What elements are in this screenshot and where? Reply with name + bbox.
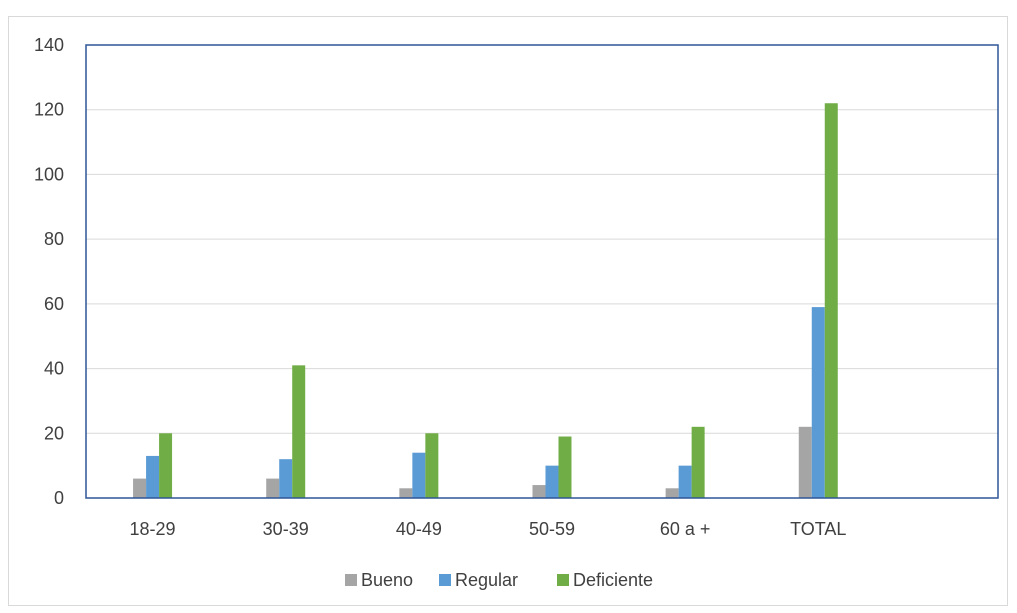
y-tick-label: 80: [44, 229, 64, 249]
bar-deficiente-2: [425, 433, 438, 498]
legend-swatch-regular: [439, 574, 451, 586]
bar-regular-2: [412, 453, 425, 498]
bar-regular-0: [146, 456, 159, 498]
x-tick-label: 40-49: [396, 519, 442, 539]
bar-deficiente-5: [825, 103, 838, 498]
bar-regular-5: [812, 307, 825, 498]
plot-area-border: [86, 45, 998, 498]
y-axis-ticks: 0 20 40 60 80 100 120 140: [34, 35, 64, 508]
x-tick-label: 18-29: [130, 519, 176, 539]
bar-regular-4: [679, 466, 692, 498]
legend-label-deficiente: Deficiente: [573, 570, 653, 590]
bar-deficiente-0: [159, 433, 172, 498]
bar-bueno-4: [666, 488, 679, 498]
legend: Bueno Regular Deficiente: [345, 570, 653, 590]
x-tick-label: TOTAL: [790, 519, 846, 539]
gridlines: [86, 45, 998, 498]
bar-regular-3: [545, 466, 558, 498]
bar-regular-1: [279, 459, 292, 498]
legend-swatch-deficiente: [557, 574, 569, 586]
bar-bueno-0: [133, 479, 146, 498]
x-tick-label: 50-59: [529, 519, 575, 539]
bar-bueno-3: [532, 485, 545, 498]
bar-bueno-5: [799, 427, 812, 498]
bar-bueno-1: [266, 479, 279, 498]
y-tick-label: 140: [34, 35, 64, 55]
x-tick-label: 30-39: [263, 519, 309, 539]
x-tick-label: 60 a +: [660, 519, 711, 539]
legend-swatch-bueno: [345, 574, 357, 586]
bar-deficiente-1: [292, 365, 305, 498]
legend-label-bueno: Bueno: [361, 570, 413, 590]
bar-deficiente-3: [558, 437, 571, 498]
y-tick-label: 20: [44, 423, 64, 443]
bar-bueno-2: [399, 488, 412, 498]
y-tick-label: 60: [44, 294, 64, 314]
bars: [133, 103, 838, 498]
y-tick-label: 40: [44, 359, 64, 379]
x-axis-ticks: 18-29 30-39 40-49 50-59 60 a + TOTAL: [130, 519, 847, 539]
bar-deficiente-4: [692, 427, 705, 498]
y-tick-label: 120: [34, 100, 64, 120]
y-tick-label: 0: [54, 488, 64, 508]
legend-label-regular: Regular: [455, 570, 518, 590]
y-tick-label: 100: [34, 164, 64, 184]
